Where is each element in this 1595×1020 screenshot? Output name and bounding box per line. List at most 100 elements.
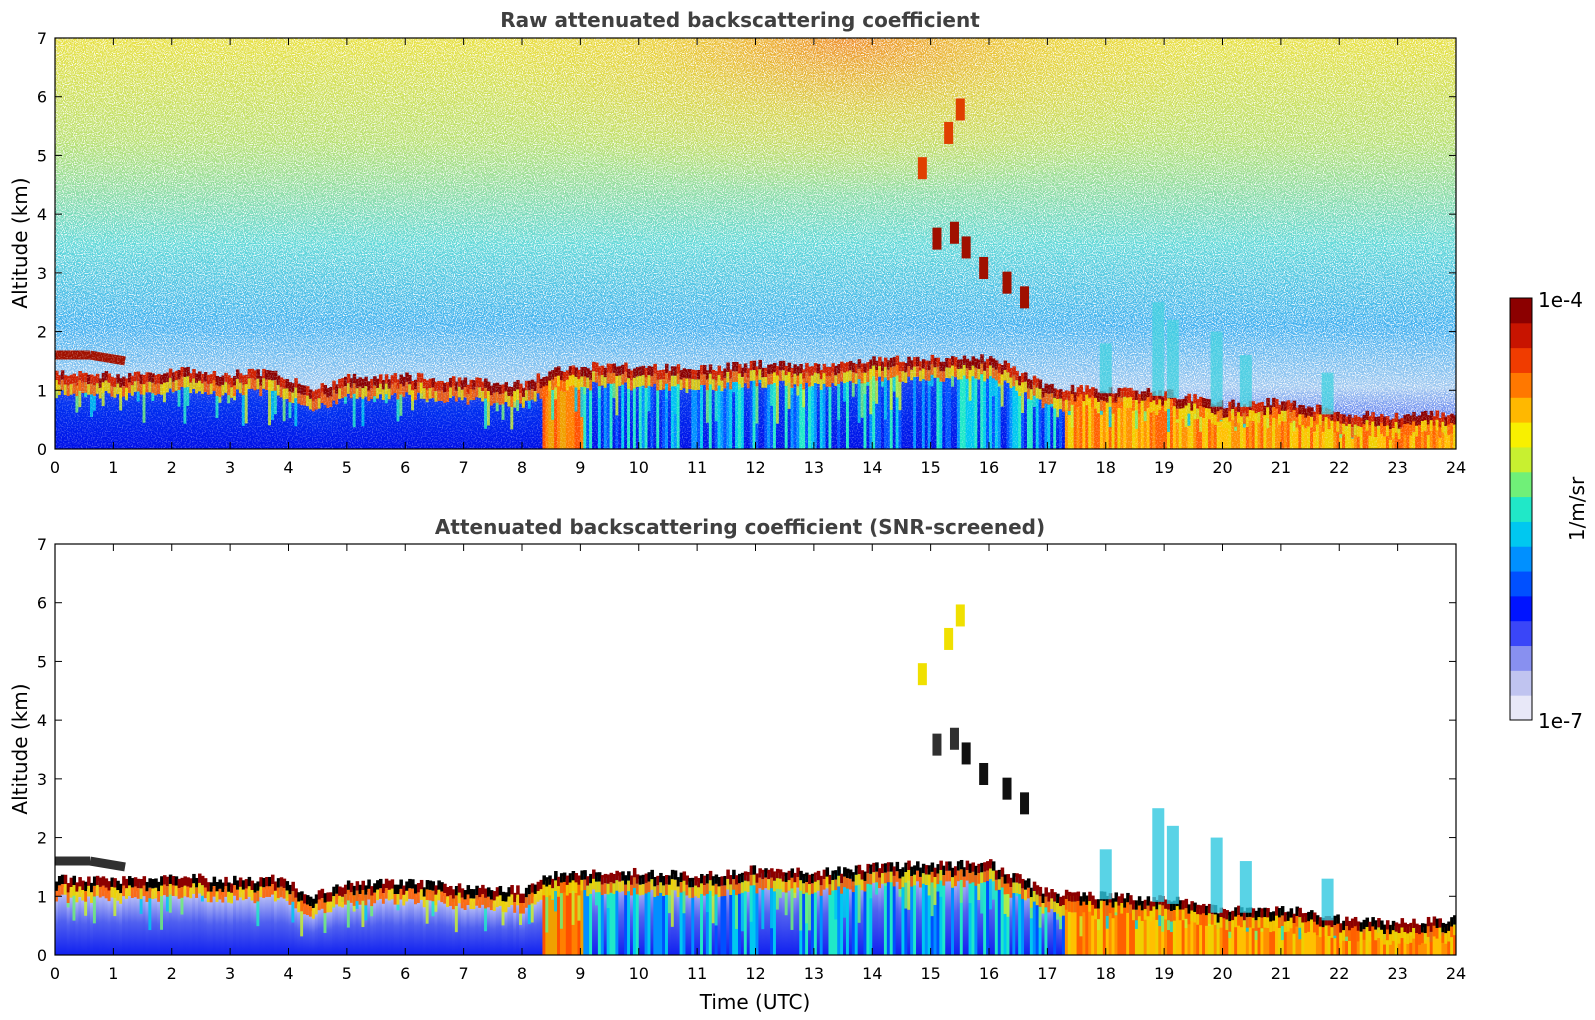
screened-cloud-mid-band (1254, 920, 1259, 931)
screened-cloud-top-band (945, 861, 949, 871)
screened-pbl-column (1061, 899, 1066, 955)
screened-pbl-column (215, 894, 220, 955)
screened-cloud-top-band (364, 885, 368, 895)
screened-cloud-top-band (1350, 918, 1355, 928)
screened-cloud-top-band (405, 881, 409, 891)
screened-cloud-top-band (860, 870, 865, 880)
screened-cloud-top-band (276, 878, 281, 888)
screened-cloud-top-band (1024, 880, 1028, 890)
screened-cloud-mid-band (1143, 909, 1148, 920)
screened-cloud-mid-band (1003, 883, 1008, 895)
screened-cloud-top-band (980, 862, 984, 873)
screened-cloud-top-band (519, 893, 523, 903)
x-axis-label: Time (UTC) (699, 990, 811, 1014)
screened-cloud-mid-band (1204, 915, 1209, 926)
screened-cloud-mid-band (107, 890, 112, 902)
screened-cloud-mid-band (662, 885, 666, 896)
screened-aerosol-plume (530, 886, 535, 923)
colorbar-step (1510, 645, 1532, 671)
screened-cloud-top-band (361, 880, 365, 891)
screened-cloud-top-band (594, 872, 599, 882)
screened-pbl-column (1193, 906, 1197, 955)
screened-pbl-column (101, 888, 106, 955)
screened-cloud-top-band (1149, 901, 1154, 911)
screened-cloud-mid-band (1371, 926, 1375, 938)
screened-cloud-mid-band (869, 873, 873, 885)
screened-cloud-mid-band (1310, 919, 1314, 931)
screened-pbl-column (953, 869, 958, 955)
screened-pbl-column (1120, 897, 1124, 955)
screened-panel-title: Attenuated backscattering coefficient (S… (435, 515, 1045, 539)
screened-cloud-top-band (399, 879, 403, 889)
screened-pbl-column (66, 895, 71, 955)
screened-cloud-mid-band (1041, 903, 1046, 914)
screened-cloud-mid-band (148, 887, 152, 899)
screened-pbl-column (396, 896, 401, 955)
screened-cloud-top-band (936, 864, 940, 874)
screened-pbl-column (119, 896, 123, 955)
screened-cloud-mid-band (428, 889, 433, 901)
screened-cloud-mid-band (1082, 901, 1086, 913)
screened-aerosol-plume (775, 872, 780, 910)
screened-pbl-column (717, 880, 722, 955)
screened-pbl-column (942, 869, 946, 955)
screened-cloud-top-band (1353, 916, 1358, 927)
screened-cloud-top-band (235, 880, 240, 890)
raw-elevated-cloud-patch (961, 236, 971, 259)
screened-cloud-mid-band (1257, 917, 1262, 928)
screened-cloud-mid-band (311, 908, 316, 919)
raw-x-tick-label: 22 (1329, 458, 1349, 477)
screened-cloud-mid-band (145, 891, 149, 902)
screened-cloud-top-band (1234, 907, 1238, 917)
screened-pbl-column (743, 874, 748, 955)
screened-cloud-mid-band (1050, 898, 1054, 909)
screened-cloud-top-band (346, 880, 351, 890)
screened-cloud-top-band (55, 881, 59, 891)
screened-cloud-mid-band (723, 885, 727, 896)
screened-pbl-column (737, 877, 742, 955)
screened-cloud-top-band (1447, 921, 1451, 931)
screened-pbl-column (1289, 911, 1294, 955)
screened-cloud-top-band (1029, 887, 1034, 898)
screened-cloud-mid-band (349, 892, 354, 903)
screened-cloud-top-band (408, 878, 412, 889)
screened-cloud-top-band (1187, 904, 1191, 914)
screened-cloud-top-band (329, 892, 333, 902)
screened-pbl-column (656, 879, 660, 955)
screened-pbl-column (349, 895, 354, 955)
screened-cloud-top-band (1380, 920, 1384, 930)
screened-cloud-mid-band (203, 887, 208, 899)
screened-cloud-mid-band (1350, 927, 1355, 939)
screened-pbl-column (227, 894, 231, 955)
screened-aerosol-plume (180, 881, 185, 915)
screened-cloud-top-band (227, 882, 231, 892)
screened-pbl-column (813, 875, 818, 955)
screened-cloud-mid-band (1155, 909, 1159, 920)
screened-cloud-mid-band (1266, 917, 1270, 928)
screened-cloud-top-band (670, 869, 675, 880)
screened-pbl-column (1432, 919, 1437, 955)
screened-cloud-top-band (180, 877, 185, 888)
screened-cloud-mid-band (230, 892, 234, 904)
screened-cloud-mid-band (177, 888, 182, 899)
screened-pbl-column (913, 868, 917, 955)
screened-cloud-top-band (1143, 899, 1148, 910)
screened-cloud-mid-band (519, 902, 523, 914)
screened-pbl-column (1336, 917, 1340, 955)
screened-cloud-top-band (1006, 874, 1011, 884)
screened-cloud-top-band (822, 869, 827, 880)
screened-cloud-top-band (1169, 901, 1174, 911)
screened-cloud-top-band (1117, 896, 1121, 906)
screened-cloud-mid-band (986, 870, 990, 882)
screened-pbl-column (428, 892, 433, 955)
screened-cloud-mid-band (355, 890, 360, 902)
screened-cloud-top-band (446, 886, 450, 897)
screened-aerosol-plume (300, 894, 304, 937)
screened-pbl-column (542, 878, 546, 955)
screened-cloud-mid-band (72, 885, 77, 896)
screened-cloud-top-band (1283, 912, 1288, 922)
screened-cloud-mid-band (358, 894, 363, 905)
screened-pbl-column (440, 894, 444, 955)
screened-pbl-column (778, 872, 783, 955)
screened-cloud-top-band (1444, 923, 1448, 934)
